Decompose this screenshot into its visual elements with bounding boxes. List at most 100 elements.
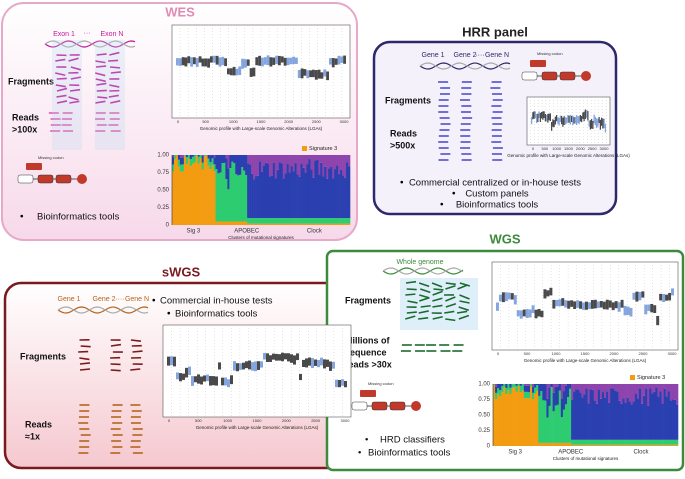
signature-band (604, 398, 606, 440)
signature-band (660, 440, 662, 445)
profile-point (523, 310, 526, 317)
signature-band (310, 169, 312, 218)
signature-band (573, 445, 575, 446)
gene-label: Gene 1 (422, 52, 445, 59)
signature-band (672, 445, 674, 446)
profile-point (535, 111, 536, 118)
cluster-label: Sig 3 (508, 450, 522, 456)
profile-point (597, 119, 598, 127)
profile-point (567, 301, 570, 309)
signature-band (559, 384, 561, 391)
profile-point (204, 58, 207, 66)
signature-band (194, 162, 196, 225)
profile-point (571, 116, 572, 122)
signature-band (557, 386, 559, 405)
profile-point (244, 59, 247, 67)
cluster-label: Clock (307, 229, 323, 235)
signature-band (524, 392, 526, 398)
profile-point (309, 70, 312, 77)
signature-band (657, 396, 659, 440)
profile-point (621, 300, 624, 308)
signature-band (505, 394, 507, 446)
signature-band (577, 384, 579, 389)
profile-point (323, 69, 326, 76)
signature-band (241, 155, 243, 167)
profile-point (602, 119, 603, 129)
signature-band (241, 167, 243, 222)
exon-label: Exon N (101, 31, 124, 38)
signature-band (208, 166, 210, 225)
signature-band (676, 440, 678, 445)
signature-band (299, 224, 301, 225)
signature-band (346, 162, 348, 218)
signature-band (265, 163, 267, 218)
signature-band (579, 392, 581, 439)
signature-band (637, 399, 639, 440)
profile-point (659, 294, 662, 301)
signature-band (651, 440, 653, 445)
signature-band (344, 155, 346, 178)
signature-band (561, 399, 563, 418)
signature-band (571, 400, 573, 440)
signature-band (592, 384, 594, 390)
signature-band (616, 391, 618, 440)
signature-band (212, 155, 214, 158)
signature-band (326, 179, 328, 218)
profile-point (599, 117, 600, 123)
signature-band (196, 156, 198, 225)
profile-point (561, 298, 564, 306)
signature-band (259, 224, 261, 225)
signature-band (647, 445, 649, 446)
gene-label: Gene 1 (58, 296, 81, 303)
profile-point (269, 355, 272, 362)
profile-point (251, 362, 254, 371)
reads-label: ≈1x (25, 431, 40, 441)
signature-band (305, 172, 307, 218)
signature-band (198, 164, 200, 225)
signature-band (647, 384, 649, 406)
signature-band (261, 224, 263, 225)
signature-band (643, 384, 645, 396)
signature-band (253, 155, 255, 179)
profile-point (224, 58, 227, 66)
profile-point (194, 376, 197, 382)
signature-band (227, 222, 229, 226)
profile-point (302, 360, 305, 367)
fragment (132, 351, 142, 352)
signature-band (219, 222, 221, 226)
signature-band (602, 445, 604, 446)
profile-point (332, 58, 335, 67)
signature-band (346, 218, 348, 224)
signature-band (583, 395, 585, 440)
gene-label: Gene N (125, 296, 149, 303)
signature-band (303, 224, 305, 225)
signature-band (536, 391, 538, 446)
region (52, 40, 82, 150)
signature-band (625, 403, 627, 440)
signature-band (301, 155, 303, 163)
profile-point (609, 300, 612, 307)
signature-band (180, 165, 182, 172)
profile-point (318, 70, 321, 79)
profile-point (532, 305, 535, 313)
signature-band (316, 160, 318, 218)
signature-band (598, 389, 600, 440)
signature-band (672, 440, 674, 445)
signature-band (670, 384, 672, 400)
signature-band (666, 440, 668, 445)
signature-band (312, 224, 314, 225)
signature-band (542, 384, 544, 400)
signature-band (221, 222, 223, 226)
signature-band (567, 443, 569, 446)
signature-band (627, 398, 629, 440)
signature-band (210, 162, 212, 169)
signature-band (596, 384, 598, 404)
signature-band (536, 384, 538, 385)
signature-band (174, 159, 176, 225)
signature-band (251, 224, 253, 225)
signature-band (320, 218, 322, 224)
profile-point (601, 118, 602, 126)
signature-band (310, 218, 312, 224)
signature-band (289, 224, 291, 225)
signature-band (196, 155, 198, 156)
